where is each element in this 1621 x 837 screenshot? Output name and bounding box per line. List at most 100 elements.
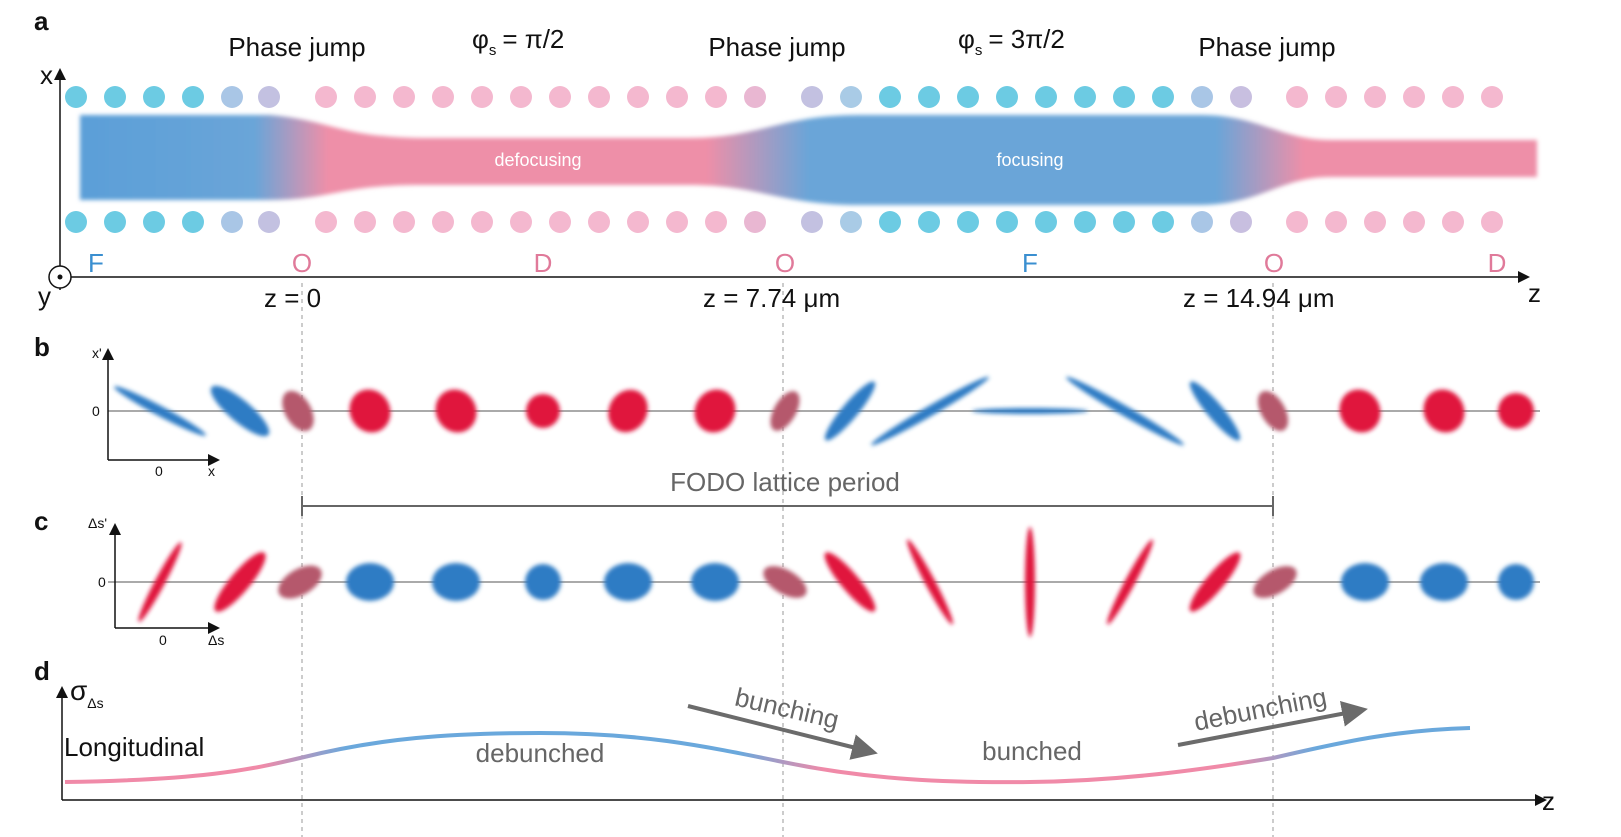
lattice-dot	[104, 86, 126, 108]
lattice-dot	[354, 86, 376, 108]
lattice-dot	[705, 86, 727, 108]
beam-ellipse	[526, 394, 560, 428]
lattice-dot	[393, 86, 415, 108]
subscript: Δs	[87, 695, 103, 711]
panel-label: a	[34, 6, 49, 36]
lattice-label: F	[1022, 248, 1038, 278]
beam-ellipse	[1332, 382, 1389, 440]
beam-ellipse	[1498, 393, 1534, 429]
beam-ellipse	[687, 382, 744, 440]
lattice-dot	[510, 211, 532, 233]
lattice-dot	[957, 86, 979, 108]
lattice-dot	[1230, 86, 1252, 108]
axis-label: 0	[155, 463, 163, 479]
phase-jump: Phase jump	[708, 32, 845, 62]
lattice-dot	[182, 211, 204, 233]
panel-label: d	[34, 656, 50, 686]
lattice-dot	[801, 86, 823, 108]
lattice-dot	[65, 211, 87, 233]
lattice-dot	[549, 86, 571, 108]
lattice-label: O	[1264, 248, 1284, 278]
lattice-dot	[1191, 211, 1213, 233]
lattice-dot	[840, 211, 862, 233]
lattice-dot	[182, 86, 204, 108]
position-label: z = 0	[264, 283, 321, 313]
axis-label: x'	[92, 345, 102, 361]
lattice-dot	[1403, 211, 1425, 233]
axis-label: 0	[159, 632, 167, 648]
lattice-dot	[666, 211, 688, 233]
axis-label: 0	[98, 574, 106, 590]
position-label: z = 14.94 μm	[1183, 283, 1335, 313]
subscript: s	[975, 42, 983, 59]
lattice-dot	[315, 86, 337, 108]
axis-label: z	[1542, 786, 1555, 816]
lattice-dot	[1286, 86, 1308, 108]
lattice-dot	[1113, 211, 1135, 233]
lattice-dot	[588, 211, 610, 233]
axis-label: Δs'	[88, 515, 107, 531]
lattice-dot	[354, 211, 376, 233]
axis-label: σΔs	[70, 675, 104, 711]
lattice-dot	[627, 211, 649, 233]
lattice-dot	[918, 211, 940, 233]
lattice-label: O	[775, 248, 795, 278]
state-label: bunched	[982, 736, 1082, 766]
lattice-dot	[1364, 86, 1386, 108]
beam-ellipse	[1498, 564, 1534, 600]
beam-ellipse	[1416, 382, 1473, 440]
lattice-dot	[1325, 211, 1347, 233]
axis-label: z	[1528, 278, 1541, 308]
lattice-dot	[1035, 211, 1057, 233]
lattice-dot	[258, 211, 280, 233]
lattice-label: O	[292, 248, 312, 278]
lattice-dot	[393, 211, 415, 233]
beam-ellipse	[1025, 527, 1035, 637]
lattice-dot	[143, 86, 165, 108]
symbol: σ	[70, 675, 87, 706]
lattice-label: D	[534, 248, 553, 278]
beam-ellipse	[972, 408, 1088, 414]
lattice-dot	[549, 211, 571, 233]
symbol: φ	[472, 24, 489, 54]
axis-label: 0	[92, 403, 100, 419]
beam-ellipse	[1420, 563, 1468, 601]
bunch-curve	[65, 728, 1470, 782]
lattice-dot	[315, 211, 337, 233]
lattice-dot	[471, 211, 493, 233]
lattice-dot	[627, 86, 649, 108]
lattice-dot	[840, 86, 862, 108]
axis-label: Δs	[208, 632, 224, 648]
symbol: φ	[958, 24, 975, 54]
lattice-dot	[510, 86, 532, 108]
lattice-dot	[221, 211, 243, 233]
lattice-dot	[1230, 211, 1252, 233]
lattice-dot	[1152, 86, 1174, 108]
lattice-dot	[1481, 86, 1503, 108]
axis-label: x	[208, 463, 215, 479]
title: Longitudinal	[64, 732, 204, 762]
axis-label: x	[40, 60, 53, 90]
lattice-label: D	[1488, 248, 1507, 278]
lattice-dot	[221, 86, 243, 108]
lattice-dot	[1074, 211, 1096, 233]
lattice-dot	[801, 211, 823, 233]
lattice-dot	[1364, 211, 1386, 233]
beam-ellipse	[601, 382, 656, 439]
phase-jump: Phase jump	[228, 32, 365, 62]
axis-label: y	[38, 281, 51, 311]
lattice-dot	[1191, 86, 1213, 108]
lattice-dot	[258, 86, 280, 108]
beam-ellipse	[346, 563, 394, 601]
arrow-label: bunching	[732, 682, 842, 735]
panel-label: b	[34, 332, 50, 362]
lattice-dot	[65, 86, 87, 108]
figure: a Phase jump Phase jump Phase jump φs= π…	[0, 0, 1621, 837]
lattice-dot	[744, 86, 766, 108]
lattice-dot	[1035, 86, 1057, 108]
subscript: s	[489, 42, 497, 59]
lattice-dot	[996, 86, 1018, 108]
value: = π/2	[502, 24, 564, 54]
beam-label: focusing	[996, 150, 1063, 170]
state-label: debunched	[476, 738, 605, 768]
